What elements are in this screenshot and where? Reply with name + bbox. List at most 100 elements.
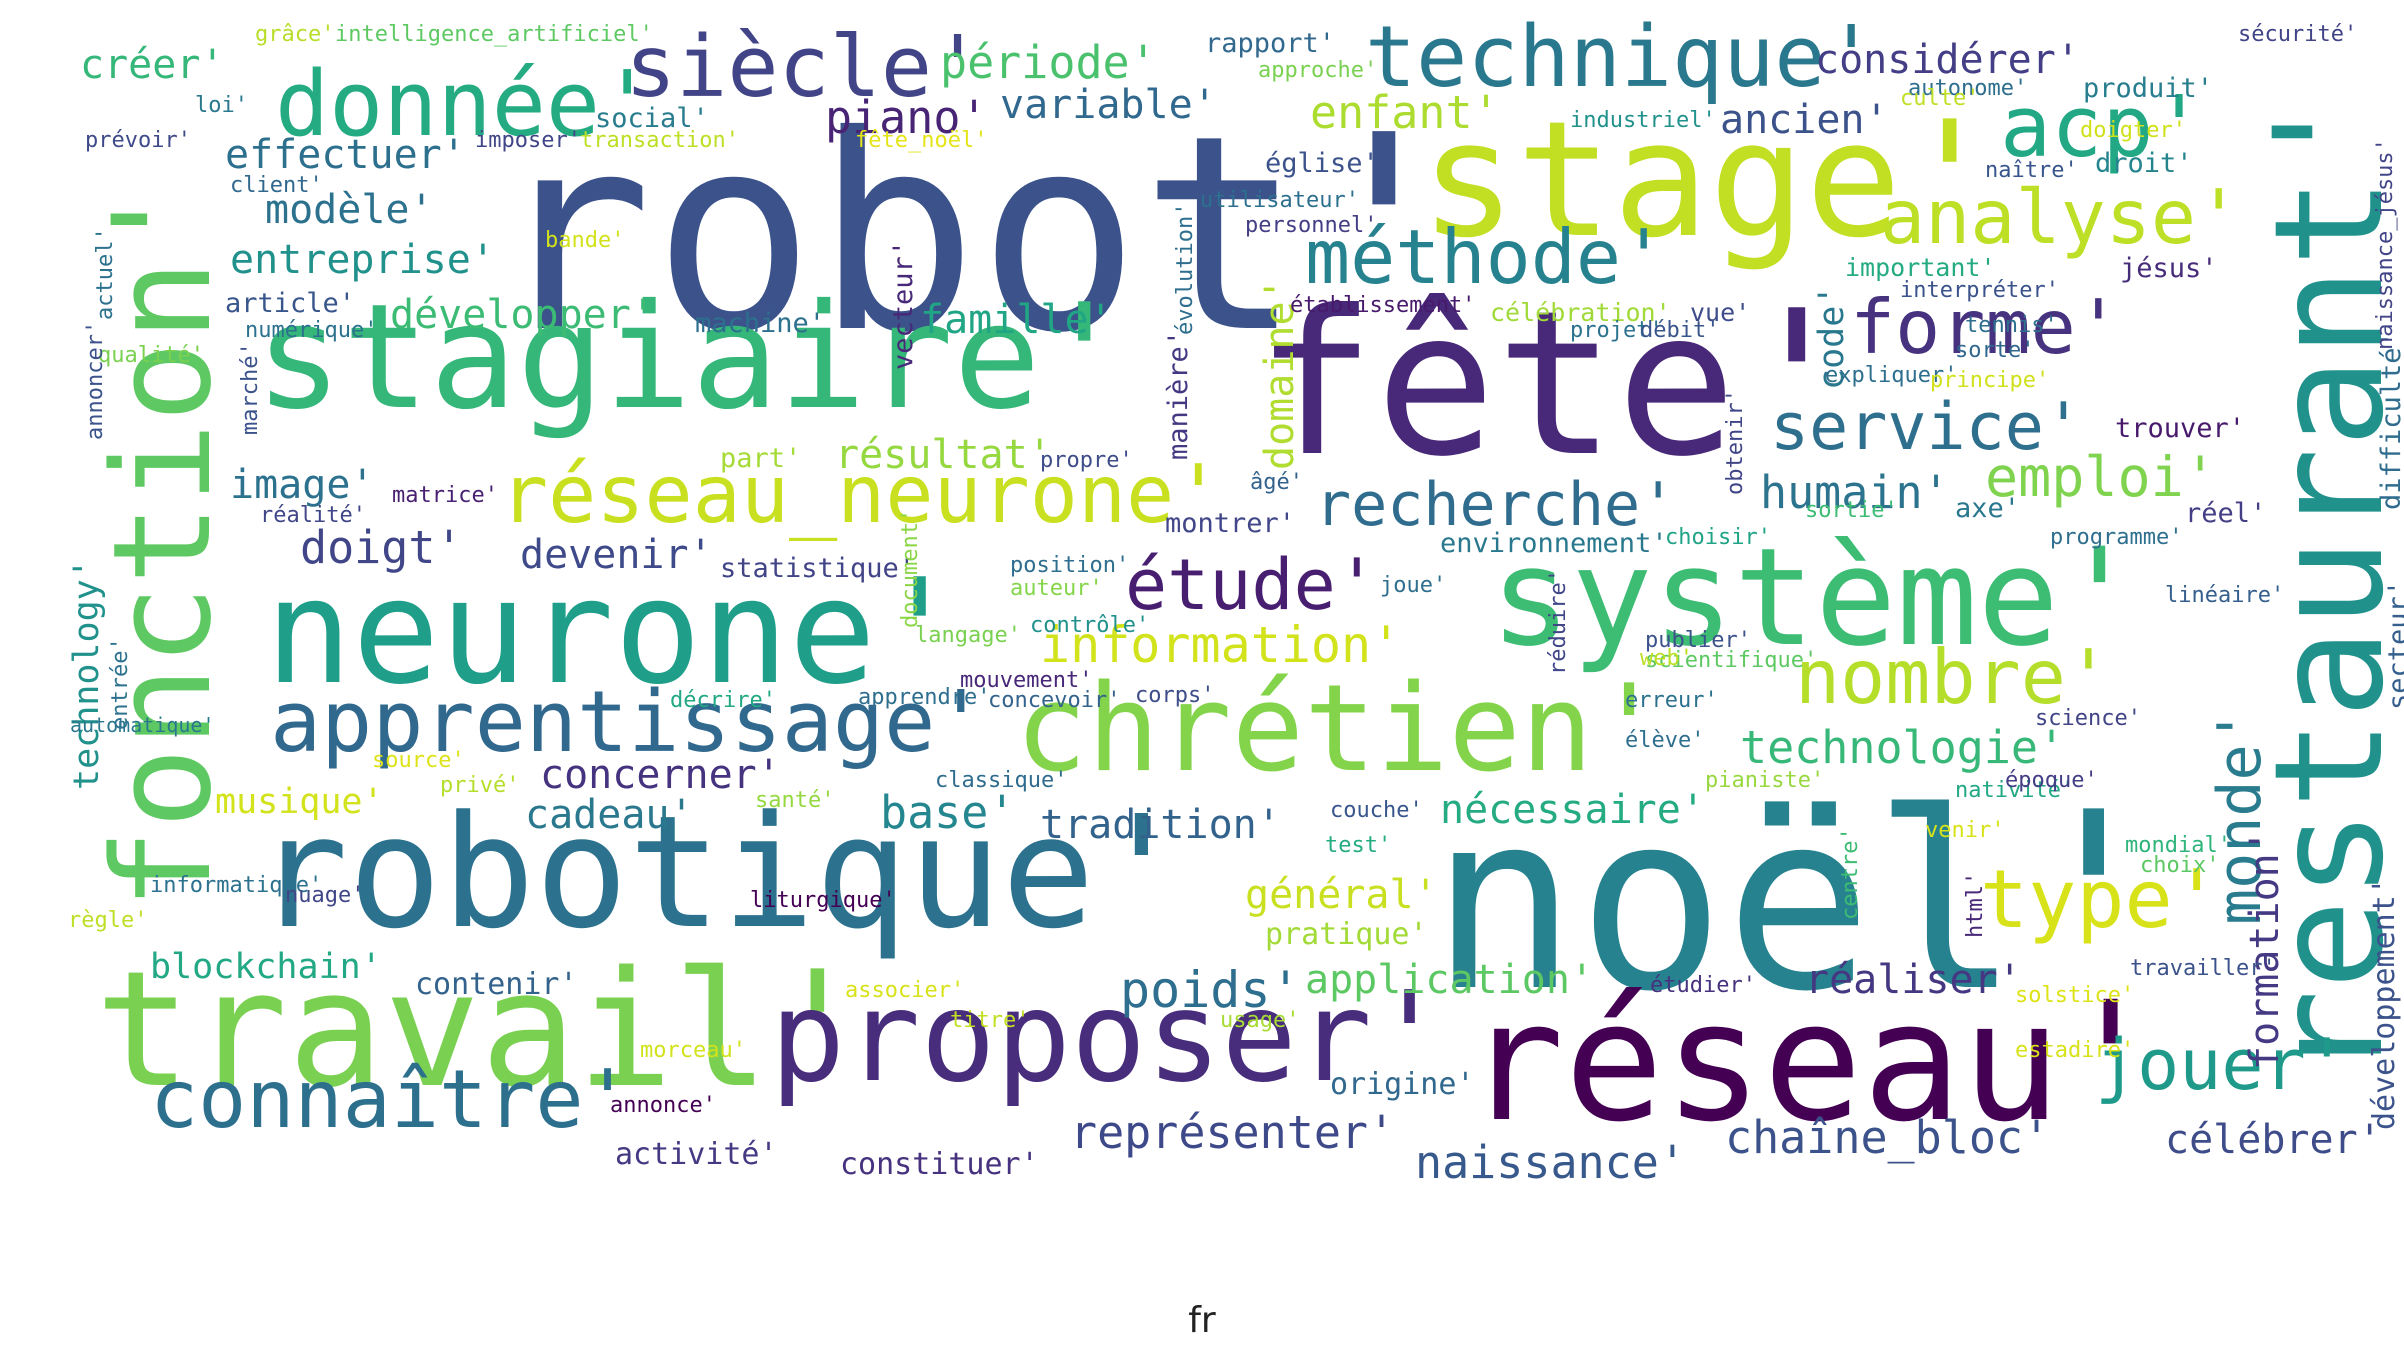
word-cloud-word: web'	[1640, 646, 1693, 671]
word-cloud-word: venir'	[1925, 818, 2005, 843]
word-cloud-word: transaction'	[580, 128, 739, 153]
word-cloud-word: blockchain'	[150, 947, 382, 987]
word-cloud-word: information'	[1040, 616, 1402, 674]
word-cloud-word: nécessaire'	[1440, 787, 1705, 833]
word-cloud-word: annonce'	[610, 1093, 716, 1118]
word-cloud-word: science'	[2035, 706, 2141, 731]
word-cloud-word: chaîne_bloc'	[1725, 1111, 2051, 1164]
word-cloud-word: interpréter'	[1900, 278, 2059, 303]
word-cloud-word: siècle'	[625, 18, 984, 117]
word-cloud-word: erreur'	[1625, 688, 1718, 713]
word-cloud-word: origine'	[1330, 1067, 1475, 1102]
word-cloud-word: période'	[940, 36, 1157, 89]
word-cloud-word: source'	[372, 748, 465, 773]
word-cloud-word: établissement'	[1290, 293, 1476, 318]
word-cloud-word: humain'	[1760, 466, 1950, 519]
word-cloud-word: centre'	[1838, 827, 1863, 920]
word-cloud-word: naître'	[1985, 158, 2078, 183]
word-cloud-word: article'	[225, 288, 356, 319]
word-cloud-word: famille'	[920, 297, 1113, 343]
word-cloud-word: étude'	[1125, 544, 1378, 626]
word-cloud-word: estadire'	[2015, 1038, 2135, 1063]
word-cloud-word: informatique'	[150, 873, 323, 898]
word-cloud-word: variable'	[1000, 82, 1217, 128]
word-cloud-word: emploi'	[1985, 445, 2217, 509]
word-cloud-word: développer'	[390, 292, 655, 338]
word-cloud-word: manière'	[1163, 329, 1194, 460]
word-cloud-word: privé'	[440, 773, 520, 798]
word-cloud-word: contrôle'	[1030, 613, 1150, 638]
word-cloud-word: loi'	[195, 93, 248, 118]
word-cloud-word: axe'	[1955, 493, 2021, 524]
word-cloud-word: obtenir'	[1723, 389, 1748, 495]
word-cloud-word: effectuer'	[225, 132, 466, 178]
word-cloud-word: linéaire'	[2165, 583, 2285, 608]
word-cloud-word: évolution'	[1173, 202, 1198, 335]
word-cloud-word: prévoir'	[85, 128, 191, 153]
word-cloud-word: titre'	[950, 1008, 1030, 1033]
word-cloud-word: chrétien'	[1015, 660, 1666, 799]
word-cloud-word: document'	[898, 508, 923, 628]
word-cloud-word: nativité'	[1955, 778, 2075, 803]
word-cloud-word: technology'	[67, 558, 107, 790]
word-cloud-word: représenter'	[1070, 1106, 1396, 1159]
word-cloud-word: propre'	[1040, 448, 1133, 473]
word-cloud-word: approche'	[1258, 58, 1378, 83]
word-cloud-word: test'	[1325, 833, 1392, 858]
word-cloud-word: règle'	[68, 908, 148, 933]
word-cloud-word: naissance'	[1415, 1136, 1686, 1189]
word-cloud-word: réalité'	[260, 503, 366, 528]
word-cloud-word: analyse'	[1880, 173, 2242, 261]
word-cloud-word: doigt'	[300, 521, 463, 574]
word-cloud-word: contenir'	[415, 967, 578, 1002]
word-cloud-word: réel'	[2185, 498, 2267, 529]
word-cloud-word: proposer'	[770, 965, 1448, 1110]
word-cloud-word: concerner'	[540, 752, 781, 798]
word-cloud-word: nombre'	[1795, 633, 2112, 721]
word-cloud-word: choix'	[2140, 853, 2220, 878]
word-cloud-word: principe'	[1930, 368, 2050, 393]
word-cloud-word: morceau'	[640, 1038, 746, 1063]
word-cloud-word: culte'	[1900, 86, 1980, 111]
word-cloud-word: tennis'	[1965, 313, 2058, 338]
word-cloud-word: entrée'	[108, 637, 133, 730]
word-cloud-word: vue'	[1690, 298, 1751, 327]
word-cloud-word: associer'	[845, 978, 965, 1003]
word-cloud-word: célébrer'	[2165, 1117, 2382, 1163]
word-cloud-word: expliquer'	[1825, 363, 1958, 388]
word-cloud-word: considérer'	[1815, 37, 2080, 83]
word-cloud-word: constituer'	[840, 1147, 1039, 1182]
word-cloud-word: base'	[880, 786, 1016, 839]
word-cloud-word: décrire'	[670, 688, 776, 713]
word-cloud-word: annoncer'	[83, 320, 108, 440]
word-cloud-word: automatique'	[70, 713, 215, 737]
word-cloud-word: client'	[230, 173, 323, 198]
word-cloud-word: part'	[720, 443, 802, 474]
word-cloud-word: corps'	[1135, 683, 1215, 708]
word-cloud-word: créer'	[80, 42, 225, 88]
word-cloud-word: tradition'	[1040, 802, 1281, 848]
word-cloud-word: réduire'	[1546, 569, 1571, 675]
word-cloud-word: imposer'	[475, 128, 581, 153]
word-cloud-word: réaliser'	[1805, 957, 2022, 1003]
word-cloud-word: sorte'	[1955, 338, 2035, 363]
word-cloud-word: scientifique'	[1645, 648, 1818, 673]
word-cloud-word: pratique'	[1265, 917, 1428, 952]
word-cloud-word: modèle'	[265, 187, 434, 233]
word-cloud-word: âgé'	[1250, 470, 1303, 495]
word-cloud-word: autonome'	[1908, 76, 2028, 101]
word-cloud-word: trouver'	[2115, 413, 2246, 444]
word-cloud-word: service'	[1770, 390, 2084, 465]
word-cloud-word: activité'	[615, 1137, 778, 1172]
word-cloud-word: jésus'	[2120, 253, 2218, 284]
word-cloud-word: programme'	[2050, 525, 2183, 550]
word-cloud-word: machine'	[695, 308, 826, 339]
word-cloud-word: technologie'	[1740, 721, 2066, 774]
caption: fr	[1188, 1300, 1216, 1341]
word-cloud-word: élève'	[1625, 728, 1705, 753]
word-cloud-word: montrer'	[1165, 508, 1296, 539]
word-cloud-word: technique'	[1365, 8, 1877, 107]
word-cloud-word: liturgique'	[750, 888, 896, 913]
word-cloud-word: connaître'	[150, 1053, 632, 1146]
word-cloud-word: devenir'	[520, 532, 713, 578]
